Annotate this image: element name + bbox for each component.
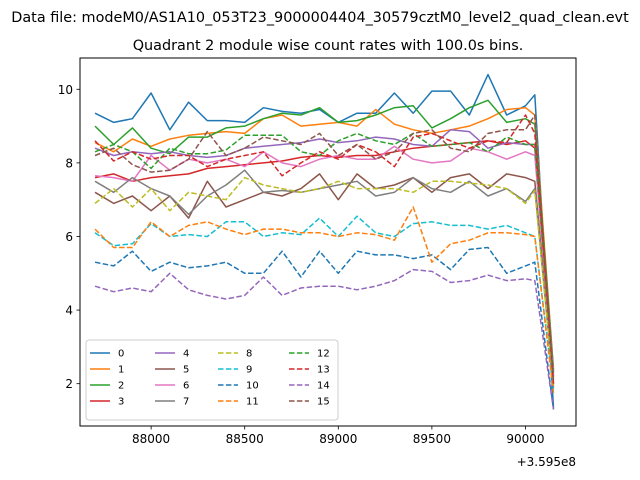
legend-label-6: 6 [183, 381, 189, 392]
y-tick-label: 6 [65, 230, 73, 244]
legend-label-1: 1 [118, 365, 124, 376]
chart-title: Quadrant 2 module wise count rates with … [133, 38, 524, 54]
series-line-14 [94, 268, 555, 410]
series-line-8 [94, 176, 555, 386]
y-tick-label: 2 [65, 377, 73, 391]
legend-label-3: 3 [118, 397, 124, 408]
y-tick-label: 4 [65, 304, 73, 318]
legend-label-11: 11 [246, 397, 259, 408]
figure-suptitle: Data file: modeM0/AS1A10_053T23_90000044… [11, 10, 629, 26]
y-tick-label: 8 [65, 156, 73, 170]
legend-frame [85, 339, 339, 421]
x-axis: 88000 88500 89000 89500 90000 [132, 426, 545, 446]
legend-label-13: 13 [317, 365, 330, 376]
x-tick-label: 89000 [319, 432, 357, 446]
series-line-1 [94, 106, 555, 370]
x-axis-offset-label: +3.595e8 [517, 455, 576, 469]
legend-label-9: 9 [246, 365, 252, 376]
x-tick-label: 89500 [413, 432, 451, 446]
legend-label-12: 12 [317, 349, 330, 360]
x-tick-label: 88500 [226, 432, 264, 446]
x-tick-label: 88000 [132, 432, 170, 446]
legend-label-8: 8 [246, 349, 252, 360]
series-line-9 [94, 215, 555, 390]
series-line-13 [94, 114, 555, 384]
series-line-4 [94, 129, 555, 373]
legend-label-7: 7 [183, 397, 189, 408]
legend-label-10: 10 [246, 381, 259, 392]
series-line-11 [94, 206, 555, 393]
y-tick-label: 10 [58, 83, 73, 97]
legend-label-14: 14 [317, 381, 330, 392]
y-axis: 2 4 6 8 10 [58, 83, 80, 391]
legend-label-5: 5 [183, 365, 189, 376]
series-line-12 [94, 132, 555, 377]
legend-label-2: 2 [118, 381, 124, 392]
series-line-2 [94, 99, 555, 371]
series-line-3 [94, 140, 555, 377]
series-line-10 [94, 246, 555, 410]
plot-frame [79, 57, 577, 427]
plot-lines [94, 73, 555, 410]
legend-label-0: 0 [118, 349, 124, 360]
series-line-7 [94, 169, 555, 388]
legend-label-15: 15 [317, 397, 330, 408]
legend-label-4: 4 [183, 349, 189, 360]
x-tick-label: 90000 [506, 432, 544, 446]
series-line-15 [94, 114, 555, 384]
